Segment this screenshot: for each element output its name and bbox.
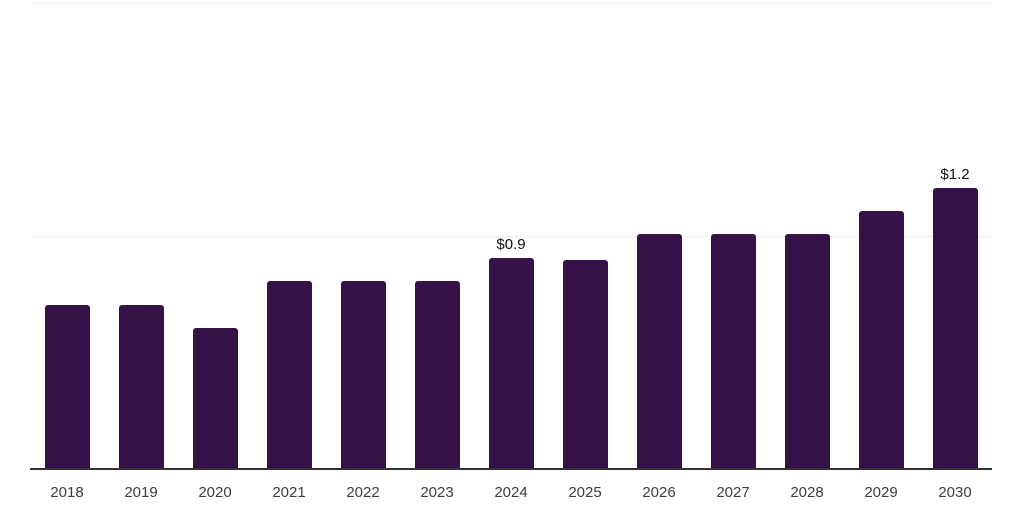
x-tick-label: 2029 — [864, 484, 898, 501]
bar-column — [844, 3, 918, 468]
bar — [44, 305, 90, 468]
gridline-1 — [30, 236, 992, 237]
x-tick-label: 2023 — [420, 484, 454, 501]
bar-column — [696, 3, 770, 468]
bar — [858, 211, 904, 468]
bar-column — [548, 3, 622, 468]
bar-value-label: $1.2 — [940, 166, 970, 183]
x-tick-label: 2019 — [124, 484, 158, 501]
bar — [932, 188, 978, 468]
x-tick-label: 2018 — [50, 484, 84, 501]
bars: $0.9 $1.2 — [30, 3, 992, 468]
bar-column — [400, 3, 474, 468]
x-tick-label: 2021 — [272, 484, 306, 501]
plot-area: $0.9 $1.2 — [30, 3, 992, 470]
bar — [266, 281, 312, 468]
x-tick-label: 2030 — [938, 484, 972, 501]
bar-column — [770, 3, 844, 468]
bar — [118, 305, 164, 468]
bar — [784, 234, 830, 468]
bar-column — [252, 3, 326, 468]
x-tick-label: 2027 — [716, 484, 750, 501]
x-axis-line — [30, 468, 992, 470]
bar-column — [326, 3, 400, 468]
gridline-2 — [30, 3, 992, 4]
bar — [488, 258, 534, 468]
bar-value-label: $0.9 — [496, 236, 526, 253]
bar — [192, 328, 238, 468]
bar-column: $0.9 — [474, 3, 548, 468]
x-tick-label: 2024 — [494, 484, 528, 501]
x-axis-tick-labels: 2018 2019 2020 2021 2022 2023 2024 2025 2026 2027… — [30, 484, 992, 502]
bar-column — [104, 3, 178, 468]
bar-column — [30, 3, 104, 468]
bar — [340, 281, 386, 468]
x-tick-label: 2025 — [568, 484, 602, 501]
x-tick-label: 2026 — [642, 484, 676, 501]
x-tick-label: 2028 — [790, 484, 824, 501]
x-tick-label: 2020 — [198, 484, 232, 501]
bar — [414, 281, 460, 468]
x-tick-label: 2022 — [346, 484, 380, 501]
bar — [562, 260, 608, 468]
bar-column: $1.2 — [918, 3, 992, 468]
bar — [710, 234, 756, 468]
bar-column — [178, 3, 252, 468]
bar-column — [622, 3, 696, 468]
bar — [636, 234, 682, 468]
